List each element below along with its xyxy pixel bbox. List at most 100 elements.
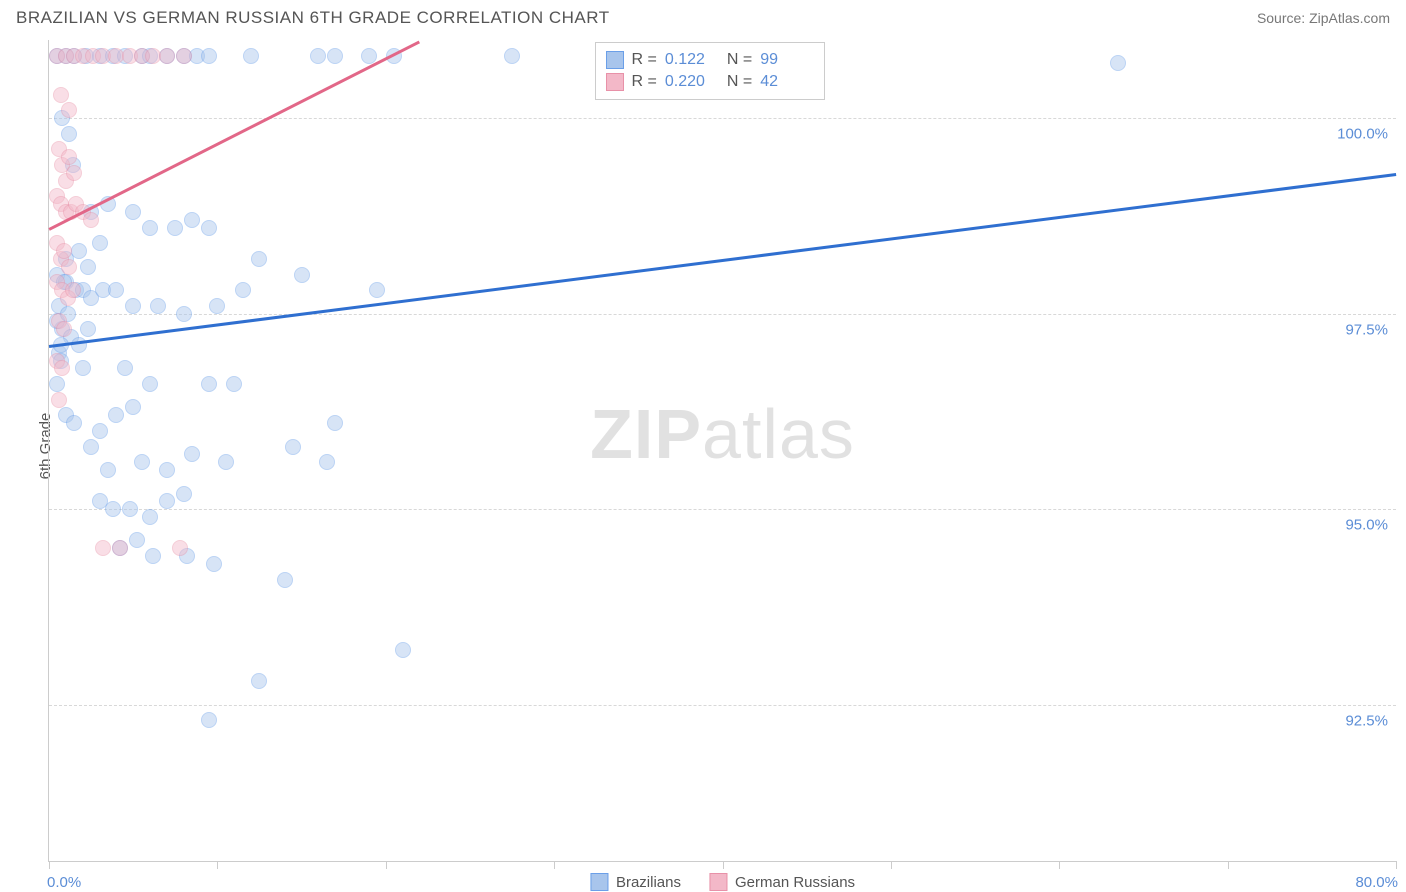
- data-point: [122, 501, 138, 517]
- data-point: [159, 493, 175, 509]
- data-point: [92, 423, 108, 439]
- x-tick: [1059, 861, 1060, 869]
- data-point: [125, 298, 141, 314]
- legend-label: German Russians: [735, 874, 855, 891]
- data-point: [51, 392, 67, 408]
- data-point: [142, 376, 158, 392]
- data-point: [243, 48, 259, 64]
- y-tick-label: 97.5%: [1345, 321, 1388, 338]
- data-point: [201, 220, 217, 236]
- data-point: [108, 282, 124, 298]
- x-tick: [1228, 861, 1229, 869]
- data-point: [145, 548, 161, 564]
- data-point: [327, 48, 343, 64]
- data-point: [159, 462, 175, 478]
- x-tick: [217, 861, 218, 869]
- stats-r-value: 0.122: [665, 51, 719, 69]
- stats-n-label: N =: [727, 51, 752, 69]
- data-point: [53, 87, 69, 103]
- data-point: [95, 540, 111, 556]
- x-tick: [891, 861, 892, 869]
- data-point: [129, 532, 145, 548]
- data-point: [80, 259, 96, 275]
- data-point: [71, 243, 87, 259]
- data-point: [176, 48, 192, 64]
- data-point: [369, 282, 385, 298]
- data-point: [251, 251, 267, 267]
- gridline: [49, 705, 1396, 706]
- x-tick: [1396, 861, 1397, 869]
- data-point: [61, 102, 77, 118]
- data-point: [201, 376, 217, 392]
- x-tick: [49, 861, 50, 869]
- data-point: [226, 376, 242, 392]
- x-tick: [554, 861, 555, 869]
- stats-row: R = 0.122 N = 99: [606, 49, 815, 71]
- data-point: [80, 321, 96, 337]
- trend-line: [48, 40, 420, 230]
- gridline: [49, 314, 1396, 315]
- stats-r-label: R =: [632, 73, 657, 91]
- data-point: [209, 298, 225, 314]
- x-tick: [723, 861, 724, 869]
- x-axis-max-label: 80.0%: [1355, 874, 1398, 891]
- data-point: [142, 509, 158, 525]
- watermark-rest: atlas: [702, 395, 855, 473]
- data-point: [1110, 55, 1126, 71]
- stats-row: R =0.220N =42: [606, 71, 815, 93]
- stats-legend-box: R =0.122N =99R =0.220N =42: [595, 42, 826, 100]
- data-point: [105, 501, 121, 517]
- series-swatch: [606, 73, 624, 91]
- chart-title: BRAZILIAN VS GERMAN RUSSIAN 6TH GRADE CO…: [16, 8, 610, 28]
- data-point: [172, 540, 188, 556]
- data-point: [206, 556, 222, 572]
- data-point: [112, 540, 128, 556]
- data-point: [125, 399, 141, 415]
- data-point: [218, 454, 234, 470]
- data-point: [54, 360, 70, 376]
- gridline: [49, 118, 1396, 119]
- data-point: [184, 446, 200, 462]
- x-axis-min-label: 0.0%: [47, 874, 81, 891]
- bottom-legend: BraziliansGerman Russians: [590, 873, 855, 891]
- y-tick-label: 95.0%: [1345, 517, 1388, 534]
- source-label: Source: ZipAtlas.com: [1257, 10, 1390, 26]
- x-tick: [386, 861, 387, 869]
- data-point: [201, 48, 217, 64]
- data-point: [176, 306, 192, 322]
- stats-n-label: N =: [727, 73, 752, 91]
- data-point: [117, 360, 133, 376]
- data-point: [92, 235, 108, 251]
- data-point: [294, 267, 310, 283]
- data-point: [134, 454, 150, 470]
- data-point: [310, 48, 326, 64]
- data-point: [66, 165, 82, 181]
- legend-swatch: [590, 873, 608, 891]
- data-point: [108, 407, 124, 423]
- data-point: [56, 243, 72, 259]
- data-point: [150, 298, 166, 314]
- y-tick-label: 100.0%: [1337, 126, 1388, 143]
- data-point: [83, 212, 99, 228]
- stats-n-value: 42: [760, 73, 814, 91]
- data-point: [277, 572, 293, 588]
- data-point: [65, 282, 81, 298]
- data-point: [66, 415, 82, 431]
- stats-n-value: 99: [760, 51, 814, 69]
- data-point: [83, 439, 99, 455]
- data-point: [125, 204, 141, 220]
- data-point: [184, 212, 200, 228]
- data-point: [61, 149, 77, 165]
- data-point: [167, 220, 183, 236]
- stats-r-label: R =: [632, 51, 657, 69]
- y-tick-label: 92.5%: [1345, 712, 1388, 729]
- data-point: [504, 48, 520, 64]
- watermark: ZIPatlas: [590, 394, 855, 474]
- data-point: [361, 48, 377, 64]
- gridline: [49, 509, 1396, 510]
- data-point: [235, 282, 251, 298]
- data-point: [142, 220, 158, 236]
- legend-item: German Russians: [709, 873, 855, 891]
- data-point: [75, 360, 91, 376]
- data-point: [327, 415, 343, 431]
